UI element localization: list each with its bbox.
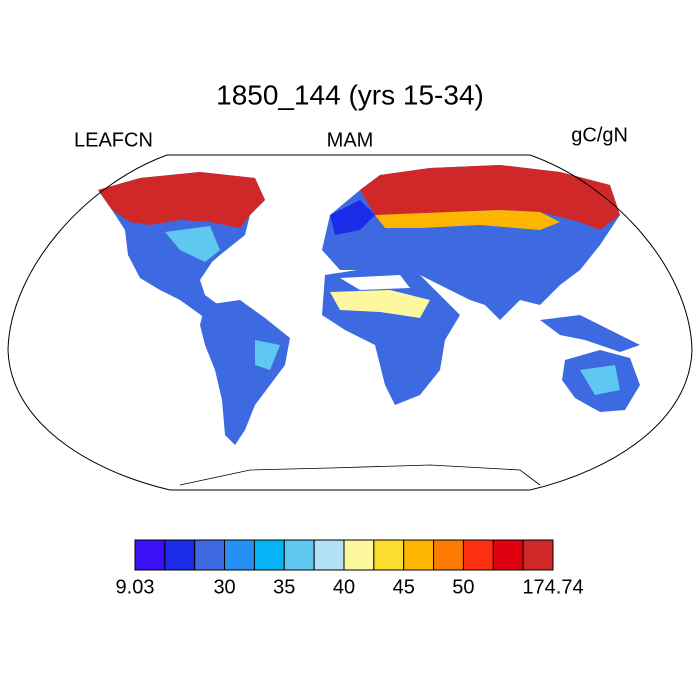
north-america-north <box>98 172 265 228</box>
color-box <box>462 539 494 571</box>
color-box <box>283 539 315 571</box>
color-box <box>164 539 196 571</box>
map-outline <box>7 154 693 491</box>
europe <box>330 200 375 235</box>
south-america <box>200 300 290 445</box>
colorbar-label: 30 <box>213 576 235 598</box>
color-box <box>194 539 226 571</box>
antarctica-coast <box>179 464 541 486</box>
sahara <box>340 275 410 290</box>
color-box <box>433 539 464 571</box>
colorbar-label: 9.03 <box>116 576 155 598</box>
colorbar-label: 45 <box>393 576 415 598</box>
color-box <box>134 539 166 571</box>
australia-interior <box>580 365 620 395</box>
south-america-east <box>255 340 280 370</box>
left-label: LEAFCN <box>74 129 153 151</box>
colorbar-label: 35 <box>273 576 295 598</box>
color-box <box>313 539 345 571</box>
eurasia-transition <box>375 210 560 230</box>
north-america-east <box>165 226 220 262</box>
colorbar-label: 40 <box>333 576 355 598</box>
map <box>7 154 693 491</box>
colorbar-label: 50 <box>452 576 474 598</box>
right-label: gC/gN <box>571 124 628 146</box>
color-box <box>492 539 524 571</box>
color-box <box>403 539 435 571</box>
color-box <box>373 539 405 571</box>
center-label: MAM <box>327 129 374 151</box>
color-box <box>522 539 554 571</box>
title: 1850_144 (yrs 15-34) <box>216 79 484 110</box>
color-box <box>343 539 375 571</box>
color-box <box>224 539 255 571</box>
colorbar: 9.03 30 35 40 45 50 174.74 <box>116 539 584 598</box>
africa-sahel <box>330 290 430 318</box>
colorbar-label: 174.74 <box>522 576 583 598</box>
southeast-asia <box>540 315 640 352</box>
color-box <box>253 539 285 571</box>
